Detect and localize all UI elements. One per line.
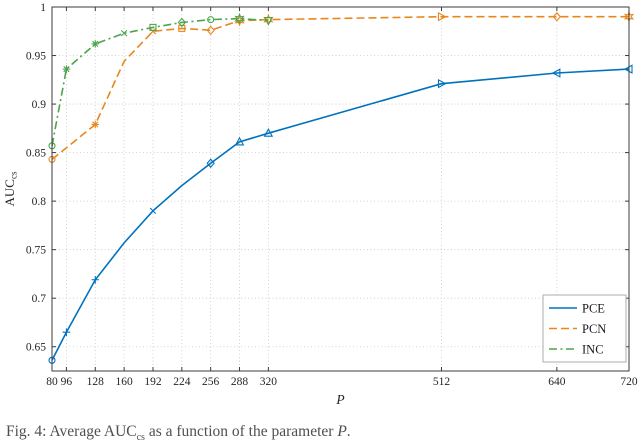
x-tick-label: 160 (116, 376, 134, 388)
pcn-asterisk-marker (91, 120, 100, 129)
pce-triangle-right-marker (437, 78, 447, 89)
x-tick-label: 192 (144, 376, 162, 388)
y-tick-label: 0.75 (26, 245, 46, 257)
y-tick-label: 0.7 (32, 293, 47, 305)
legend-label-pcn: PCN (582, 322, 606, 336)
series-line-pce (51, 68, 630, 361)
pcn-square-marker (178, 24, 186, 32)
x-tick-label: 224 (173, 376, 191, 388)
inc-star-marker (234, 12, 245, 25)
pcn-diamond-marker (552, 11, 561, 22)
pce-triangle-up-marker (263, 128, 274, 137)
pcn-diamond-marker (206, 25, 215, 36)
pce-x-marker (149, 207, 157, 215)
plot-area (52, 7, 629, 371)
axis-box (51, 6, 630, 372)
inc-x-marker (120, 30, 128, 37)
y-axis-label: AUCcs (2, 171, 19, 206)
x-tick-label: 80 (46, 376, 58, 388)
y-axis-label-subscript: cs (9, 171, 19, 179)
y-tick-label: 0.85 (26, 148, 46, 160)
inc-asterisk-marker (91, 40, 100, 48)
y-tick-label: 0.65 (26, 342, 46, 354)
inc-square-marker (149, 23, 157, 31)
x-tick-label: 288 (231, 376, 249, 388)
legend-label-inc: INC (582, 343, 604, 357)
pcn-x-marker (149, 28, 157, 35)
auc-vs-p-chart: 80 96 128 160 192 224 256 288 320 512 640 720 0.65 0.… (2, 2, 638, 407)
y-tick-label: 0.9 (32, 99, 47, 111)
x-tick-label: 256 (202, 376, 220, 388)
series-line-inc (51, 17, 269, 146)
pce-plus-marker (91, 275, 100, 284)
caption-metric: AUC (103, 423, 137, 440)
y-tick-label: 0.8 (32, 196, 47, 208)
x-tick-label: 640 (548, 376, 566, 388)
x-tick-label: 128 (87, 376, 105, 388)
pce-triangle-up-marker (234, 136, 245, 146)
pce-triangle-left-marker (551, 68, 561, 78)
y-tick-label: 1 (40, 2, 46, 14)
caption-prefix: Fig. 4: Average (6, 423, 104, 440)
y-tick-label: 0.95 (26, 51, 46, 63)
inc-circle-marker (207, 16, 215, 24)
caption-middle: as a function of the parameter (144, 423, 338, 440)
pcn-triangle-right-marker (437, 11, 447, 22)
pce-plus-marker (62, 328, 71, 336)
pce-diamond-marker (206, 158, 215, 169)
x-tick-label: 512 (433, 376, 451, 388)
caption-suffix: . (346, 423, 351, 440)
caption-metric-sub: cs (136, 432, 145, 443)
legend-label-pce: PCE (582, 302, 605, 316)
x-axis-label: P (335, 392, 344, 407)
caption-variable: P (337, 423, 347, 440)
figure-caption: Fig. 4: Average AUCcs as a function of t… (6, 423, 636, 443)
x-tick-label: 96 (61, 376, 73, 388)
inc-asterisk-marker (62, 65, 71, 73)
series-line-pcn (51, 15, 629, 161)
inc-diamond-marker (177, 17, 186, 28)
x-tick-label: 720 (620, 376, 638, 388)
x-tick-label: 320 (260, 376, 278, 388)
inc-triangle-down-marker (263, 17, 274, 26)
